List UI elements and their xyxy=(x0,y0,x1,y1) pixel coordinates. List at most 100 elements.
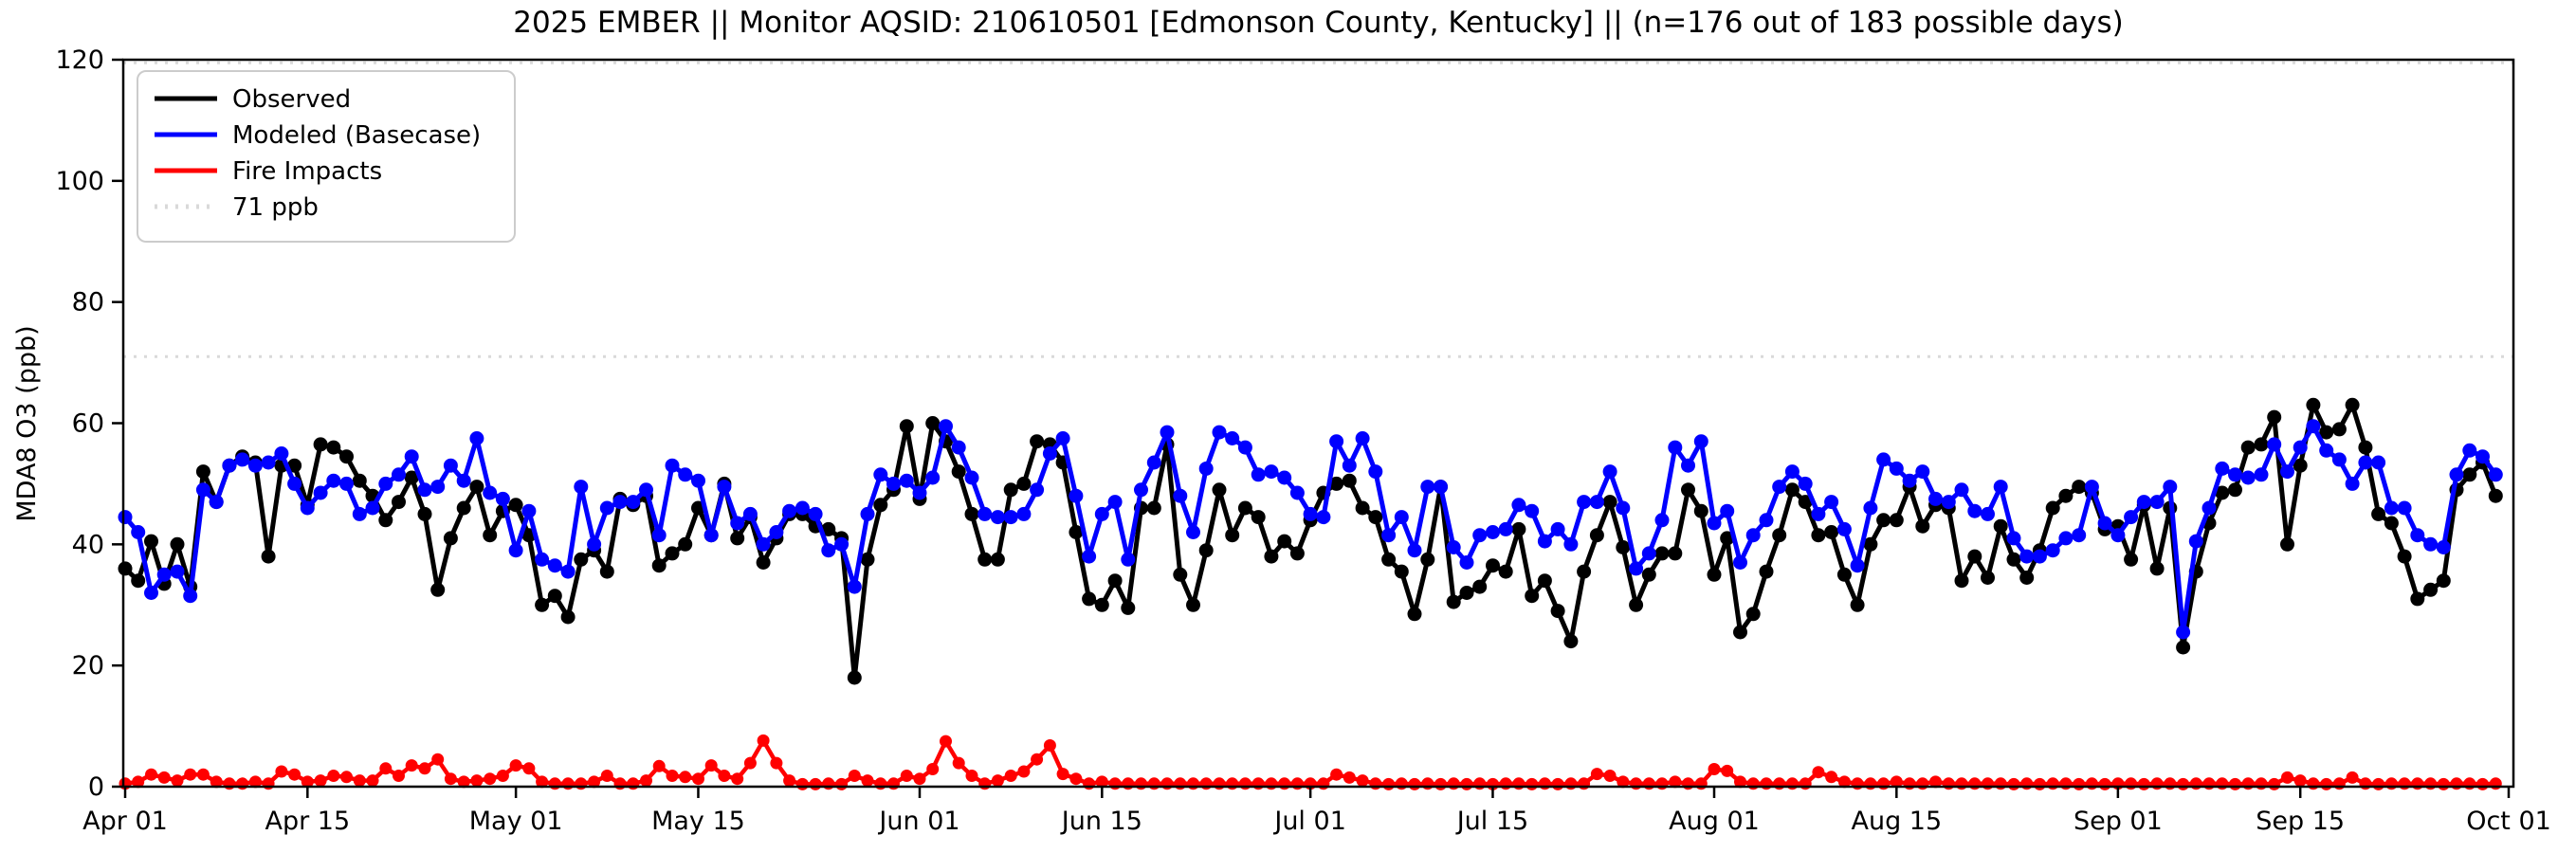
modeled-basecase-point xyxy=(1146,455,1161,470)
fire-impacts-point xyxy=(2020,777,2034,790)
fire-impacts-point xyxy=(1669,775,1682,789)
modeled-basecase-point xyxy=(508,543,523,558)
modeled-basecase-point xyxy=(469,431,484,445)
fire-impacts-point xyxy=(2437,777,2450,790)
observed-point xyxy=(2176,640,2191,655)
fire-impacts-point xyxy=(2398,777,2411,790)
modeled-basecase-point xyxy=(535,552,550,567)
modeled-basecase-point xyxy=(1212,425,1227,440)
modeled-basecase-point xyxy=(326,473,341,488)
legend-label-modeled-basecase: Modeled (Basecase) xyxy=(232,121,481,150)
modeled-basecase-point xyxy=(1772,480,1787,495)
fire-impacts-point xyxy=(1746,777,1760,790)
observed-point xyxy=(2072,480,2087,495)
fire-impacts-point xyxy=(1226,777,1239,790)
observed-point xyxy=(2319,425,2334,440)
fire-impacts-point xyxy=(2098,777,2111,790)
fire-impacts-point xyxy=(1617,775,1630,789)
fire-impacts-point xyxy=(2164,777,2177,790)
fire-impacts-point xyxy=(952,756,965,770)
fire-impacts-point xyxy=(1785,777,1799,790)
fire-impacts-point xyxy=(366,774,379,788)
fire-impacts-point xyxy=(132,775,145,789)
fire-impacts-point xyxy=(1825,771,1838,784)
modeled-basecase-point xyxy=(665,458,680,473)
observed-point xyxy=(1525,589,1540,604)
fire-impacts-point xyxy=(1708,763,1721,775)
modeled-basecase-point xyxy=(1055,431,1070,445)
modeled-basecase-point xyxy=(1069,488,1084,503)
modeled-basecase-point xyxy=(1264,464,1279,480)
fire-impacts-point xyxy=(1135,777,1147,790)
observed-point xyxy=(1277,534,1292,549)
observed-point xyxy=(951,464,966,480)
fire-impacts-point xyxy=(496,770,509,782)
fire-impacts-point xyxy=(1187,777,1199,790)
modeled-basecase-point xyxy=(2319,443,2334,458)
observed-point xyxy=(352,473,367,488)
fire-impacts-point xyxy=(2255,777,2268,790)
modeled-basecase-point xyxy=(2097,516,2112,531)
modeled-basecase-point xyxy=(1707,516,1722,531)
modeled-basecase-point xyxy=(1316,510,1331,525)
observed-point xyxy=(1237,500,1252,516)
observed-point xyxy=(2384,516,2399,531)
observed-point xyxy=(2045,500,2060,516)
legend: Observed Modeled (Basecase) Fire Impacts 71… xyxy=(137,70,516,243)
observed-point xyxy=(287,458,302,473)
chart-title: 2025 EMBER || Monitor AQSID: 210610501 [… xyxy=(513,6,2124,40)
observed-point xyxy=(1993,518,2008,534)
fire-impacts-point xyxy=(2073,777,2086,790)
observed-point xyxy=(1420,552,1435,567)
fire-impacts-point xyxy=(1056,768,1069,781)
observed-point xyxy=(469,480,484,495)
modeled-basecase-point xyxy=(1198,461,1214,476)
modeled-basecase-point xyxy=(847,579,862,594)
observed-point xyxy=(1407,607,1422,622)
modeled-basecase-point xyxy=(1472,528,1488,543)
modeled-basecase-point xyxy=(834,536,850,552)
observed-point xyxy=(1563,634,1579,649)
y-tick-label: 60 xyxy=(72,409,104,439)
observed-point xyxy=(417,506,432,521)
observed-point xyxy=(1381,552,1397,567)
observed-point xyxy=(2215,485,2230,500)
observed-point xyxy=(1707,567,1722,582)
fire-impacts-point xyxy=(2332,777,2346,790)
modeled-basecase-point xyxy=(1745,528,1761,543)
modeled-basecase-point xyxy=(2254,467,2269,482)
modeled-basecase-point xyxy=(1511,498,1526,513)
modeled-basecase-point xyxy=(821,543,836,558)
modeled-basecase-point xyxy=(691,473,705,488)
fire-impacts-point xyxy=(1982,777,1994,790)
modeled-basecase-point xyxy=(2215,461,2230,476)
modeled-basecase-point xyxy=(2228,467,2242,482)
modeled-basecase-point xyxy=(1863,500,1878,516)
fire-impacts-point xyxy=(1655,777,1669,790)
fire-impacts-point xyxy=(704,759,718,772)
modeled-basecase-point xyxy=(1941,495,1956,510)
legend-label-observed: Observed xyxy=(232,85,351,114)
fire-impacts-point xyxy=(2384,777,2398,790)
modeled-basecase-point xyxy=(717,480,732,495)
observed-point xyxy=(144,534,158,549)
observed-markers xyxy=(118,397,2503,685)
legend-label-fire-impacts: Fire Impacts xyxy=(232,157,382,186)
fire-impacts-point xyxy=(2293,774,2307,788)
fire-impacts-point xyxy=(887,777,900,790)
modeled-basecase-point xyxy=(1967,503,1982,518)
modeled-basecase-point xyxy=(417,482,432,498)
fire-impacts-point xyxy=(991,774,1004,788)
fire-impacts-point xyxy=(1278,777,1291,790)
fire-impacts-point xyxy=(1694,777,1708,790)
fire-impacts-point xyxy=(1473,777,1487,790)
observed-point xyxy=(574,552,589,567)
fire-impacts-point xyxy=(2424,777,2438,790)
modeled-basecase-point xyxy=(131,525,146,539)
modeled-basecase-point xyxy=(1134,482,1148,498)
fire-impacts-point xyxy=(1837,775,1851,789)
observed-point xyxy=(1251,510,1266,525)
modeled-basecase-point xyxy=(939,419,953,434)
observed-point xyxy=(2331,422,2347,437)
modeled-basecase-point xyxy=(1303,506,1318,521)
